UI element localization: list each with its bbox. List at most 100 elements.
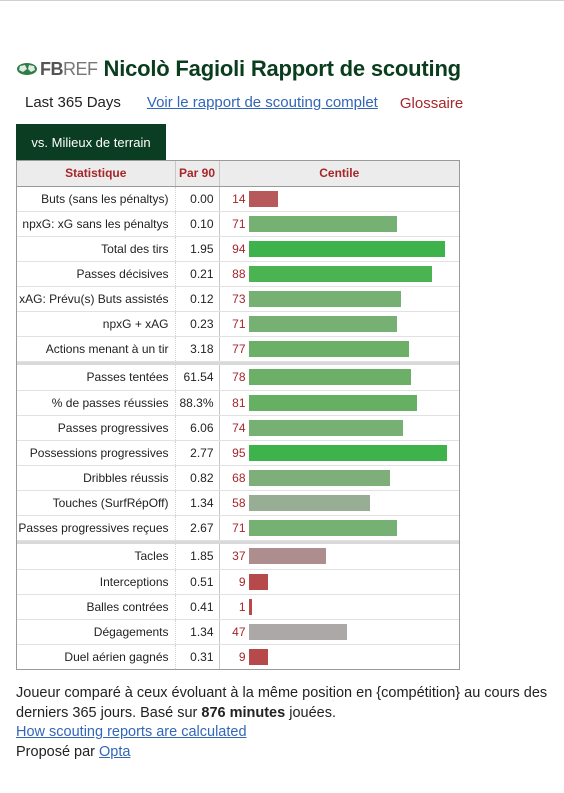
- percentile-bar: [248, 290, 401, 307]
- stat-name: Interceptions: [17, 569, 176, 595]
- per90-value: 0.00: [175, 186, 220, 212]
- table-row: Passes décisives 0.21 88: [17, 261, 459, 287]
- percentile-cell: 81: [219, 390, 459, 416]
- percentile-cell: 37: [219, 544, 459, 570]
- header-per90: Par 90: [175, 161, 220, 187]
- percentile-cell: 95: [219, 440, 459, 466]
- period-label: Last 365 Days: [25, 94, 121, 111]
- percentile-cell: 1: [219, 594, 459, 620]
- per90-value: 1.34: [175, 619, 220, 645]
- per90-value: 0.51: [175, 569, 220, 595]
- group-separator: [17, 361, 459, 365]
- percentile-cell: 71: [219, 515, 459, 541]
- per90-value: 88.3%: [175, 390, 220, 416]
- comparison-description: Joueur comparé à ceux évoluant à la même…: [16, 684, 560, 723]
- how-calculated-link[interactable]: How scouting reports are calculated: [16, 724, 247, 740]
- table-body: Buts (sans les pénaltys) 0.00 14 npxG: xG s…: [17, 186, 459, 669]
- percentile-value: 78: [232, 370, 246, 385]
- percentile-cell: 47: [219, 619, 459, 645]
- percentile-value: 1: [238, 599, 246, 614]
- percentile-cell: 14: [219, 186, 459, 212]
- per90-value: 0.12: [175, 286, 220, 312]
- stat-name: Passes progressives reçues: [17, 515, 176, 541]
- table-row: Passes progressives 6.06 74: [17, 415, 459, 441]
- per90-value: 1.34: [175, 490, 220, 516]
- percentile-cell: 68: [219, 465, 459, 491]
- percentile-value: 88: [232, 266, 246, 281]
- percentile-value: 58: [232, 495, 246, 510]
- stat-name: Duel aérien gagnés: [17, 644, 176, 669]
- header-stat: Statistique: [17, 161, 176, 187]
- header-percentile: Centile: [219, 161, 459, 187]
- glossary-link[interactable]: Glossaire: [399, 95, 464, 112]
- per90-value: 2.77: [175, 440, 220, 466]
- top-divider: [0, 0, 564, 1]
- table-row: Passes progressives reçues 2.67 71: [17, 515, 459, 541]
- percentile-bar: [248, 190, 278, 207]
- full-report-link[interactable]: Voir le rapport de scouting complet: [146, 94, 378, 111]
- table-row: Buts (sans les pénaltys) 0.00 14: [17, 186, 459, 212]
- percentile-value: 71: [232, 520, 246, 535]
- table-row: Dribbles réussis 0.82 68: [17, 465, 459, 491]
- report-nav: Last 365 Days Voir le rapport de scoutin…: [25, 94, 464, 112]
- percentile-value: 95: [232, 445, 246, 460]
- table-row: Interceptions 0.51 9: [17, 569, 459, 595]
- per90-value: 0.41: [175, 594, 220, 620]
- percentile-value: 71: [232, 216, 246, 231]
- percentile-cell: 71: [219, 211, 459, 237]
- percentile-bar: [248, 598, 252, 615]
- percentile-value: 47: [232, 624, 246, 639]
- stat-name: npxG + xAG: [17, 311, 176, 337]
- page-title: Nicolò Fagioli Rapport de scouting: [103, 56, 462, 81]
- tab-vs-midfielders[interactable]: vs. Milieux de terrain: [16, 124, 166, 160]
- stat-name: Dégagements: [17, 619, 176, 645]
- stat-name: xAG: Prévu(s) Buts assistés: [17, 286, 176, 312]
- stat-name: npxG: xG sans les pénaltys: [17, 211, 176, 237]
- per90-value: 0.82: [175, 465, 220, 491]
- table-row: Actions menant à un tir 3.18 77: [17, 336, 459, 362]
- percentile-bar: [248, 519, 397, 536]
- desc-after: jouées.: [285, 704, 336, 721]
- opta-link[interactable]: Opta: [99, 743, 131, 760]
- table-header-row: Statistique Par 90 Centile: [17, 161, 459, 187]
- percentile-bar: [248, 444, 447, 461]
- fbref-logo[interactable]: FB REF: [16, 59, 98, 80]
- stat-name: Passes décisives: [17, 261, 176, 287]
- table-row: Possessions progressives 2.77 95: [17, 440, 459, 466]
- percentile-cell: 58: [219, 490, 459, 516]
- percentile-value: 14: [232, 191, 246, 206]
- percentile-bar: [248, 240, 445, 257]
- percentile-cell: 73: [219, 286, 459, 312]
- separator-cell: [17, 361, 459, 365]
- table-row: Touches (SurfRépOff) 1.34 58: [17, 490, 459, 516]
- table-row: xAG: Prévu(s) Buts assistés 0.12 73: [17, 286, 459, 312]
- powered-by: Proposé par Opta: [16, 743, 560, 763]
- percentile-value: 74: [232, 420, 246, 435]
- percentile-cell: 9: [219, 569, 459, 595]
- table-row: npxG: xG sans les pénaltys 0.10 71: [17, 211, 459, 237]
- stat-name: Tacles: [17, 544, 176, 570]
- stat-name: Passes progressives: [17, 415, 176, 441]
- percentile-cell: 88: [219, 261, 459, 287]
- minutes-played: 876 minutes: [201, 704, 286, 721]
- percentile-value: 77: [232, 341, 246, 356]
- percentile-cell: 71: [219, 311, 459, 337]
- page-header: FB REF Nicolò Fagioli Rapport de scouting: [16, 56, 461, 82]
- percentile-value: 73: [232, 291, 246, 306]
- logo-ref-text: REF: [63, 58, 98, 79]
- percentile-value: 94: [232, 241, 246, 256]
- percentile-bar: [248, 394, 417, 411]
- footer-notes: Joueur comparé à ceux évoluant à la même…: [16, 684, 560, 762]
- percentile-bar: [248, 648, 268, 665]
- percentile-value: 71: [232, 316, 246, 331]
- stat-name: Total des tirs: [17, 236, 176, 262]
- percentile-cell: 74: [219, 415, 459, 441]
- percentile-bar: [248, 215, 397, 232]
- table-row: Balles contrées 0.41 1: [17, 594, 459, 620]
- stat-name: Possessions progressives: [17, 440, 176, 466]
- table-row: Total des tirs 1.95 94: [17, 236, 459, 262]
- powered-prefix: Proposé par: [16, 743, 100, 760]
- per90-value: 0.21: [175, 261, 220, 287]
- percentile-cell: 78: [219, 365, 459, 391]
- stat-name: % de passes réussies: [17, 390, 176, 416]
